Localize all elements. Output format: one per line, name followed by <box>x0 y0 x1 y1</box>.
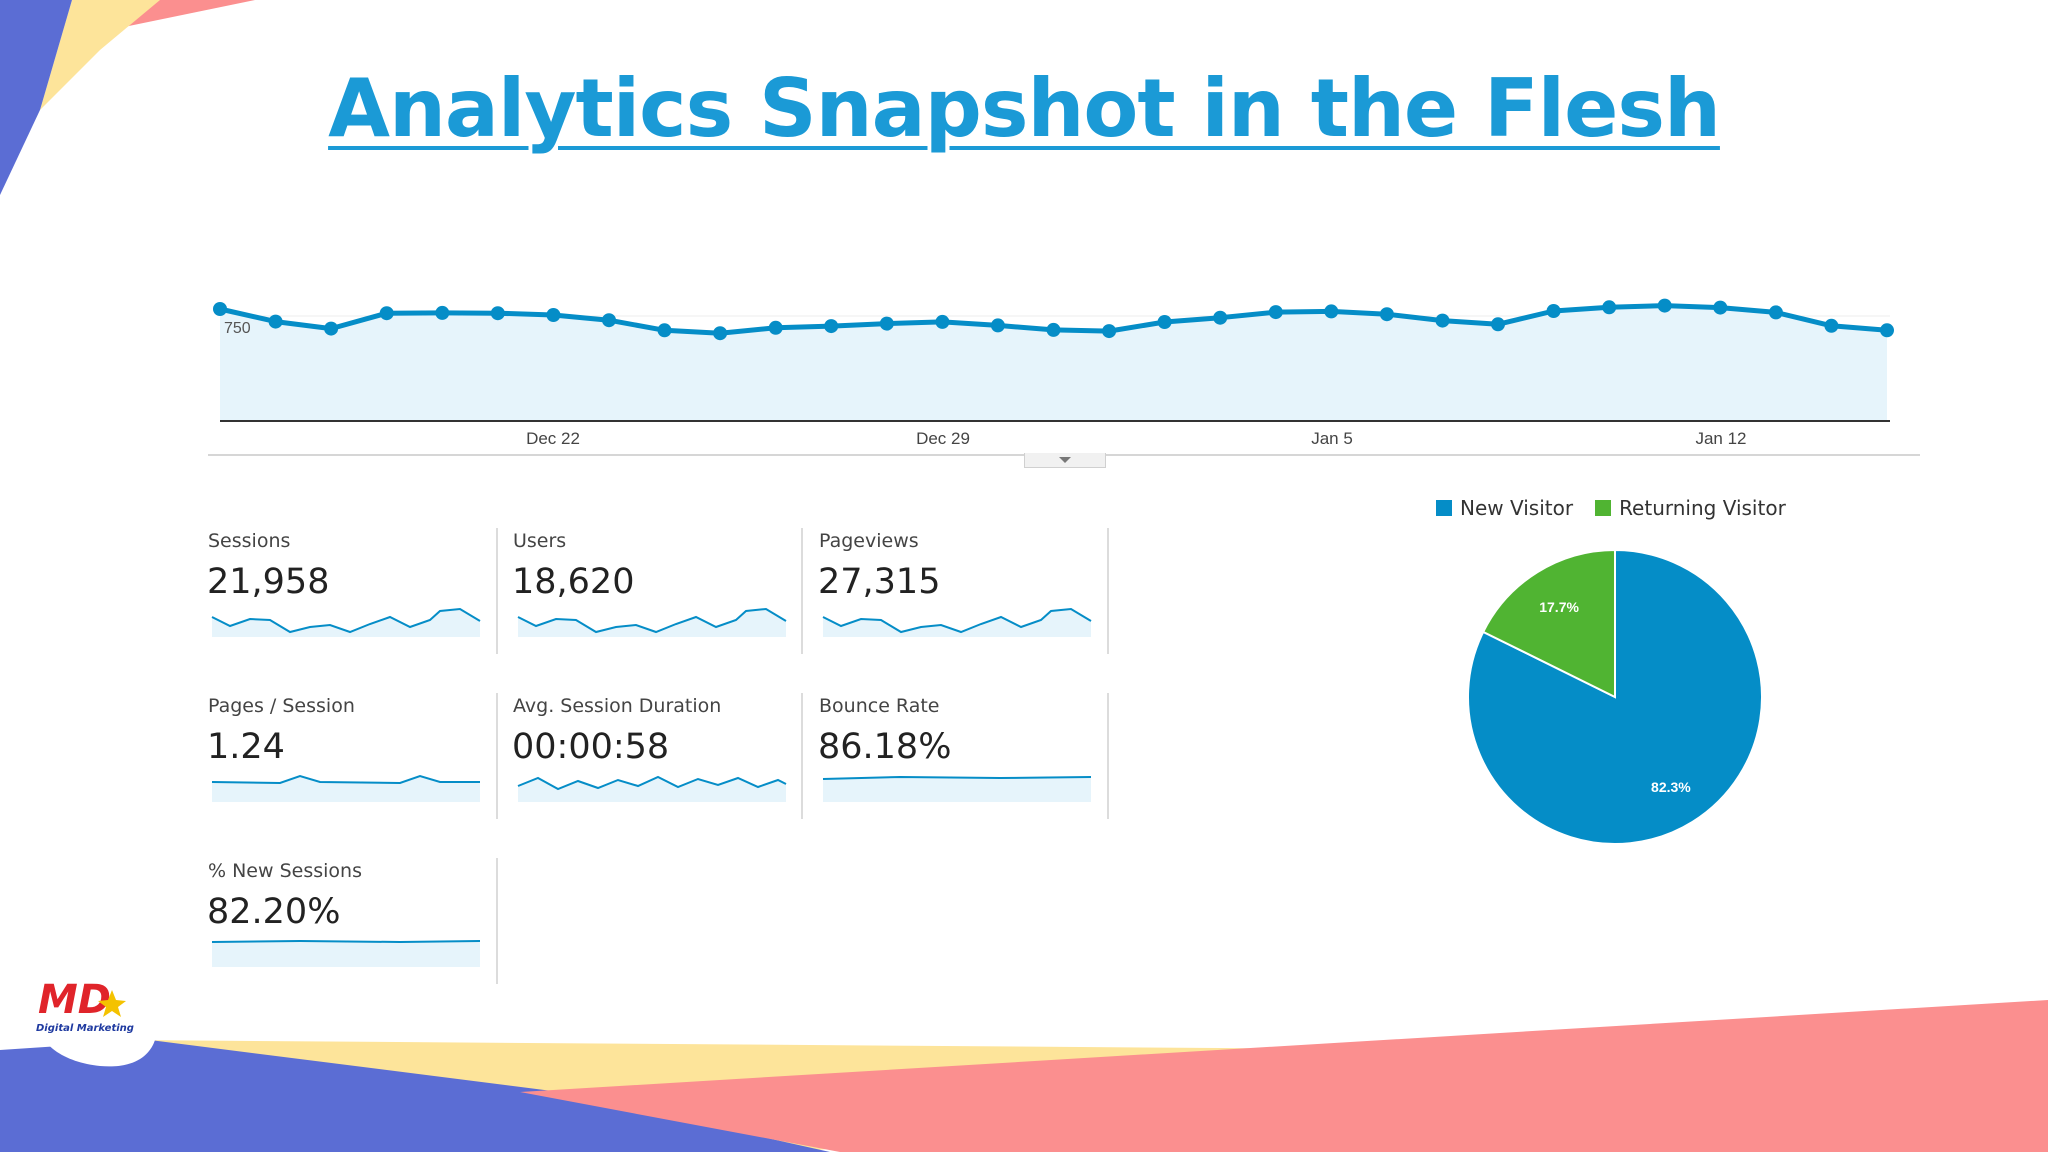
sessions-point-6[interactable] <box>546 308 561 322</box>
sparkline-pageviews <box>822 607 1092 637</box>
sessions-point-18[interactable] <box>1213 310 1228 325</box>
metric-label-sessions: Sessions <box>208 530 291 552</box>
date-label-dec-29: Dec 29 <box>916 429 970 448</box>
metric-label-pageviews: Pageviews <box>819 530 919 552</box>
sessions-point-3[interactable] <box>379 306 394 321</box>
sessions-point-22[interactable] <box>1435 313 1450 328</box>
sessions-area <box>220 305 1887 421</box>
sessions-point-10[interactable] <box>768 320 783 335</box>
pie-legend: New Visitor Returning Visitor <box>1436 496 1808 520</box>
sparkline-pages-per-session <box>211 774 480 802</box>
tile-divider <box>496 528 498 654</box>
sessions-point-24[interactable] <box>1546 304 1561 318</box>
metric-value-pages-per-session: 1.24 <box>207 727 285 767</box>
legend-swatch-returning-visitor <box>1595 500 1612 516</box>
sessions-point-16[interactable] <box>1102 324 1117 339</box>
sessions-point-11[interactable] <box>824 319 839 334</box>
tile-divider <box>1107 528 1109 654</box>
tile-divider <box>801 693 803 819</box>
metric-label-new-sessions: % New Sessions <box>208 860 362 882</box>
sessions-point-26[interactable] <box>1657 298 1672 313</box>
sessions-line-chart: 750 Dec 22 Dec 29 Jan 5 Jan 12 <box>200 230 1920 456</box>
sparkline-avg-session-duration <box>517 775 787 802</box>
sparkline-bounce-rate <box>822 775 1092 802</box>
logo-tagline: Digital Marketing <box>36 1023 134 1034</box>
tile-divider <box>496 858 498 984</box>
metric-label-users: Users <box>513 530 567 552</box>
legend-label-new-visitor: New Visitor <box>1460 496 1574 520</box>
sessions-point-20[interactable] <box>1324 304 1339 319</box>
date-label-jan-5: Jan 5 <box>1311 429 1353 448</box>
tile-divider <box>496 693 498 819</box>
sessions-point-30[interactable] <box>1880 323 1894 338</box>
sparkline-new-sessions <box>211 939 481 967</box>
legend-returning-visitor[interactable]: Returning Visitor <box>1595 496 1786 520</box>
legend-swatch-new-visitor <box>1436 500 1452 516</box>
sessions-point-7[interactable] <box>602 313 616 328</box>
sessions-point-9[interactable] <box>713 326 728 341</box>
metric-label-pages-per-session: Pages / Session <box>208 695 355 717</box>
decor-bottom-blue <box>0 1040 830 1152</box>
chevron-down-icon <box>1059 457 1071 463</box>
pie-label-new-visitor: 82.3% <box>1651 779 1691 795</box>
tile-divider <box>1107 693 1109 819</box>
sessions-point-21[interactable] <box>1379 307 1394 322</box>
logo-backdrop <box>35 1002 155 1067</box>
metric-label-bounce-rate: Bounce Rate <box>819 695 940 717</box>
metric-value-pageviews: 27,315 <box>818 562 941 602</box>
sparkline-sessions <box>211 607 481 637</box>
sessions-point-27[interactable] <box>1713 300 1728 315</box>
sessions-point-25[interactable] <box>1602 300 1617 315</box>
metric-value-sessions: 21,958 <box>207 562 330 602</box>
sessions-point-29[interactable] <box>1824 318 1839 333</box>
decor-top-blue <box>0 0 72 195</box>
sessions-point-2[interactable] <box>324 321 339 336</box>
sessions-point-1[interactable] <box>268 314 283 329</box>
sparkline-users <box>517 607 787 637</box>
tile-divider <box>801 528 803 654</box>
sessions-point-0[interactable] <box>213 302 227 316</box>
metric-value-users: 18,620 <box>512 562 635 602</box>
sessions-point-23[interactable] <box>1491 317 1505 332</box>
decor-top-yellow <box>40 0 160 110</box>
metric-value-new-sessions: 82.20% <box>207 892 341 932</box>
sessions-point-28[interactable] <box>1768 305 1783 320</box>
logo-monogram: MD <box>38 977 111 1023</box>
sessions-point-12[interactable] <box>879 316 894 331</box>
decor-bottom-coral <box>520 1000 2048 1152</box>
sessions-points <box>213 298 1894 341</box>
y-tick-label: 750 <box>224 320 251 337</box>
legend-new-visitor[interactable]: New Visitor <box>1436 496 1573 520</box>
metric-value-avg-session-duration: 00:00:58 <box>512 727 670 767</box>
metric-label-avg-session-duration: Avg. Session Duration <box>513 695 722 717</box>
sessions-point-19[interactable] <box>1268 305 1283 320</box>
sessions-point-4[interactable] <box>435 305 450 320</box>
sessions-point-15[interactable] <box>1046 322 1061 337</box>
pie-label-returning-visitor: 17.7% <box>1539 599 1579 615</box>
slide-title: Analytics Snapshot in the Flesh <box>328 62 1721 155</box>
sessions-point-14[interactable] <box>990 318 1005 333</box>
date-label-dec-22: Dec 22 <box>526 429 580 448</box>
sessions-point-5[interactable] <box>490 306 505 321</box>
date-label-jan-12: Jan 12 <box>1695 429 1746 448</box>
pie-slice-returning-visitor[interactable] <box>1481 548 1616 699</box>
chart-top-clip <box>200 230 1900 254</box>
chart-collapse-toggle[interactable] <box>1024 453 1106 468</box>
sessions-point-17[interactable] <box>1157 315 1172 329</box>
sun-icon <box>98 990 126 1017</box>
sessions-point-8[interactable] <box>657 323 672 338</box>
metric-value-bounce-rate: 86.18% <box>818 727 952 767</box>
sessions-point-13[interactable] <box>935 314 950 329</box>
legend-label-returning-visitor: Returning Visitor <box>1619 496 1786 520</box>
